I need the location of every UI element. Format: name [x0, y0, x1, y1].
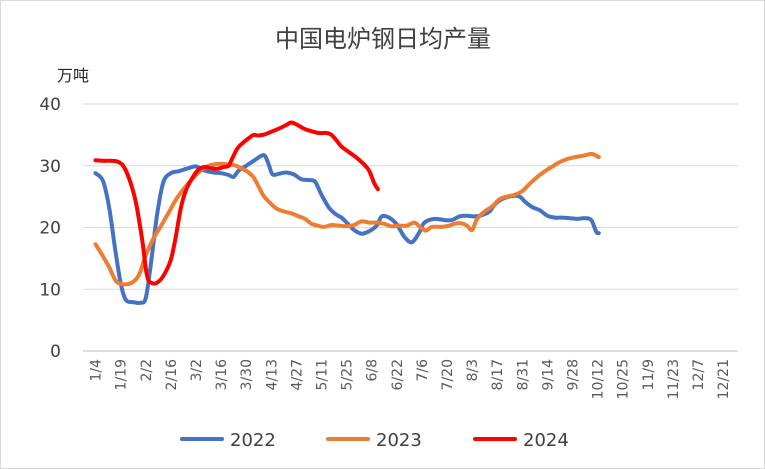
chart-title: 中国电炉钢日均产量	[275, 25, 491, 53]
x-tick-label: 8/31	[515, 359, 531, 390]
x-tick-label: 1/4	[89, 359, 105, 382]
x-axis-ticks: 1/4 1/19 2/2 2/16 3/2 3/16 3/30 4/13 4/27 5/11 5/2…	[89, 359, 732, 399]
x-tick-label: 9/28	[565, 359, 581, 390]
x-tick-label: 6/8	[365, 359, 381, 382]
x-tick-label: 9/14	[540, 359, 556, 391]
x-tick-label: 11/9	[641, 359, 657, 390]
x-tick-label: 10/25	[616, 359, 632, 399]
y-tick-label: 20	[39, 219, 61, 239]
x-tick-label: 11/23	[666, 359, 682, 399]
y-tick-label: 30	[39, 157, 61, 177]
x-tick-label: 8/3	[465, 359, 481, 382]
x-tick-label: 2/16	[164, 359, 180, 391]
x-tick-label: 3/30	[239, 359, 255, 390]
x-tick-label: 7/6	[415, 359, 431, 382]
x-tick-label: 3/2	[189, 359, 205, 382]
y-tick-label: 40	[39, 95, 61, 115]
y-axis-ticks: 0 10 20 30 40	[39, 95, 61, 362]
x-tick-label: 5/25	[340, 359, 356, 390]
y-axis-unit: 万吨	[57, 66, 89, 85]
y-tick-label: 0	[50, 342, 61, 362]
series-line-2024	[93, 120, 380, 286]
x-tick-label: 7/20	[440, 359, 456, 390]
legend-label-2024: 2024	[523, 430, 569, 451]
series-line-2022	[93, 153, 601, 306]
x-tick-label: 10/12	[591, 359, 607, 399]
x-tick-label: 4/13	[264, 359, 280, 390]
x-tick-label: 1/19	[114, 359, 130, 390]
x-tick-label: 12/21	[716, 359, 732, 399]
x-tick-label: 6/22	[390, 359, 406, 390]
x-tick-label: 8/17	[490, 359, 506, 390]
y-tick-label: 10	[39, 280, 61, 300]
x-tick-label: 4/27	[289, 359, 305, 390]
x-tick-label: 12/7	[691, 359, 707, 390]
x-tick-label: 5/11	[314, 359, 330, 390]
x-tick-label: 3/16	[214, 359, 230, 391]
legend: 2022 2023 2024	[180, 430, 569, 451]
gridlines	[83, 103, 738, 352]
legend-label-2023: 2023	[376, 430, 422, 451]
series-line-2023	[93, 151, 601, 287]
legend-label-2022: 2022	[230, 430, 276, 451]
series-lines	[93, 120, 601, 306]
x-tick-label: 2/2	[139, 359, 155, 382]
